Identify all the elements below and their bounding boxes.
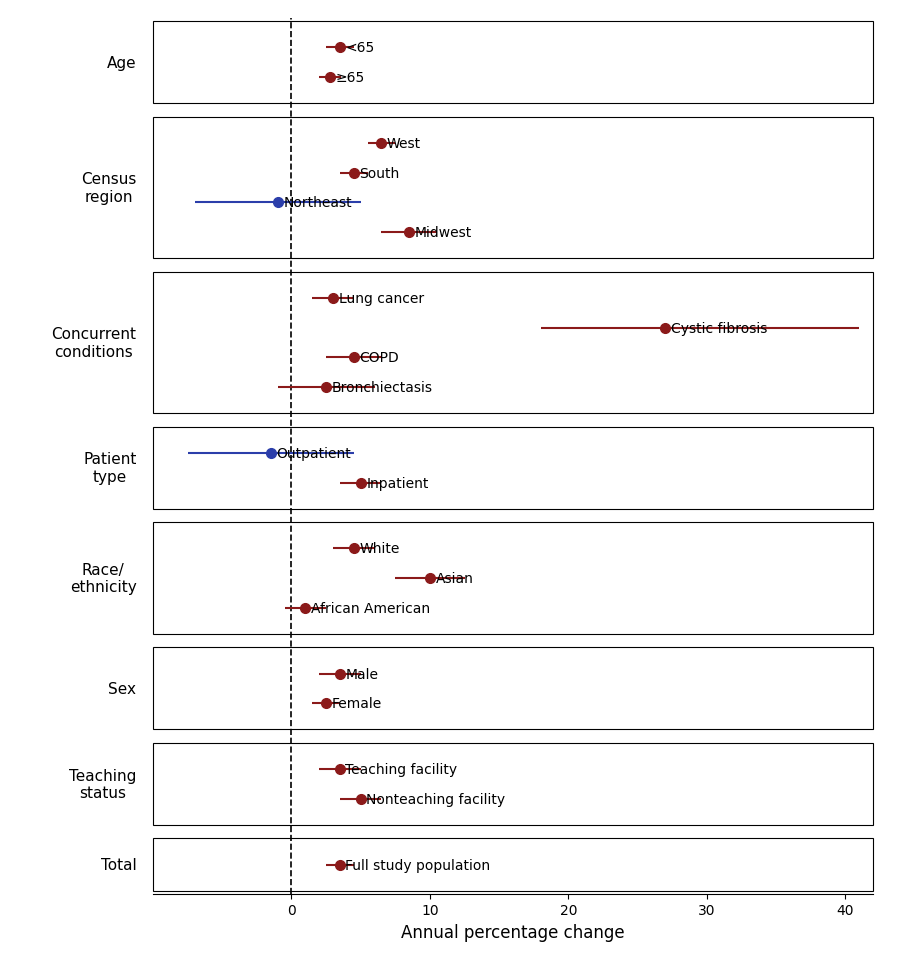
Text: Female: Female <box>331 697 382 710</box>
Bar <box>153 648 873 729</box>
Text: African American: African American <box>310 602 430 615</box>
Text: Race/
ethnicity: Race/ ethnicity <box>69 562 137 595</box>
Text: Teaching facility: Teaching facility <box>346 762 457 776</box>
Text: Cystic fibrosis: Cystic fibrosis <box>670 321 767 335</box>
Bar <box>153 743 873 825</box>
Bar <box>153 272 873 414</box>
Text: Outpatient: Outpatient <box>276 446 351 460</box>
Text: Midwest: Midwest <box>415 226 472 240</box>
Text: COPD: COPD <box>359 351 399 365</box>
X-axis label: Annual percentage change: Annual percentage change <box>401 923 625 941</box>
Text: Teaching
status: Teaching status <box>69 768 137 801</box>
Text: White: White <box>359 542 400 555</box>
Text: <65: <65 <box>346 41 374 56</box>
Text: West: West <box>387 136 421 151</box>
Bar <box>153 523 873 634</box>
Text: Total: Total <box>101 857 137 872</box>
Text: Full study population: Full study population <box>346 857 491 872</box>
Text: Concurrent
conditions: Concurrent conditions <box>51 327 137 359</box>
Text: Lung cancer: Lung cancer <box>338 291 424 306</box>
Text: Age: Age <box>107 56 137 71</box>
Bar <box>153 117 873 259</box>
Text: Inpatient: Inpatient <box>366 476 428 490</box>
Text: South: South <box>359 166 400 181</box>
Bar <box>153 428 873 509</box>
Text: ≥65: ≥65 <box>336 71 365 85</box>
Text: Asian: Asian <box>436 572 473 585</box>
Text: Census
region: Census region <box>81 172 137 205</box>
Text: Male: Male <box>346 667 379 680</box>
Text: Nonteaching facility: Nonteaching facility <box>366 792 506 806</box>
Text: Patient
type: Patient type <box>83 452 137 484</box>
Text: Bronchiectasis: Bronchiectasis <box>331 381 433 395</box>
Bar <box>153 838 873 891</box>
Text: Northeast: Northeast <box>284 196 352 210</box>
Text: Sex: Sex <box>108 681 137 696</box>
Bar <box>153 22 873 104</box>
